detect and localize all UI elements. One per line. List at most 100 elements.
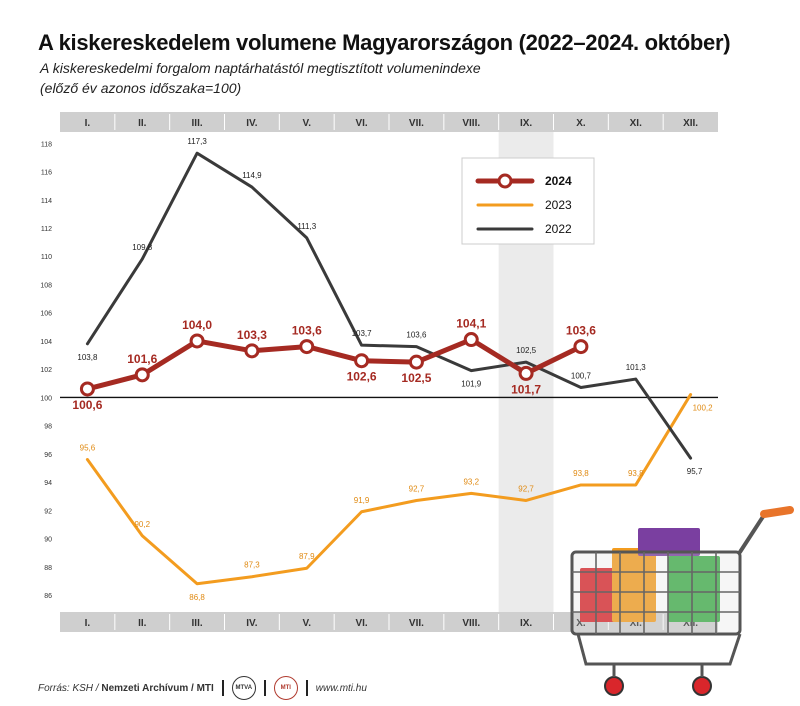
- x-tick-label: VIII.: [462, 118, 480, 129]
- data-label-2023: 87,9: [299, 552, 315, 561]
- x-tick-label: V.: [302, 118, 311, 129]
- data-label-2023: 93,2: [463, 477, 479, 486]
- data-point-2024: [518, 365, 534, 381]
- y-tick-label: 92: [44, 508, 52, 515]
- series-line-2024: [84, 337, 584, 392]
- mtva-logo: MTVA: [231, 676, 256, 700]
- data-label-2022: 101,3: [626, 363, 647, 372]
- footer: Forrás: KSH / Nemzeti Archívum / MTI MTV…: [38, 676, 367, 700]
- x-tick-label: XII.: [683, 618, 698, 629]
- x-tick-label: IX.: [520, 618, 532, 629]
- cart-frame: [576, 633, 742, 666]
- x-tick-label: III.: [192, 618, 203, 629]
- data-label-2024: 104,0: [182, 318, 212, 332]
- chart-title: A kiskereskedelem volumene Magyarországo…: [38, 30, 731, 55]
- y-tick-label: 116: [41, 170, 52, 177]
- data-label-2023: 92,7: [409, 484, 425, 493]
- y-tick-label: 118: [41, 141, 52, 148]
- purple-box: [638, 528, 700, 556]
- x-tick-label: I.: [85, 118, 91, 129]
- x-tick-label: II.: [138, 118, 147, 129]
- data-label-2022: 102,5: [516, 346, 537, 355]
- data-label-2024: 103,6: [566, 324, 596, 338]
- data-label-2023: 93,8: [628, 469, 644, 478]
- data-point-2024: [189, 333, 205, 349]
- data-point-2024: [463, 332, 479, 348]
- x-tick-label: VIII.: [462, 618, 480, 629]
- legend-label-2022: 2022: [545, 222, 572, 236]
- data-label-2024: 103,3: [237, 328, 267, 342]
- y-tick-label: 110: [41, 254, 52, 261]
- data-label-2024: 104,1: [456, 317, 486, 331]
- chart-subtitle: A kiskereskedelmi forgalom naptárhatástó…: [40, 60, 481, 76]
- data-label-2024: 102,6: [347, 370, 377, 384]
- data-point-2024: [299, 339, 315, 355]
- data-label-2024: 103,6: [292, 324, 322, 338]
- data-label-2023: 90,2: [134, 520, 150, 529]
- y-tick-label: 98: [44, 424, 52, 431]
- chart-legend: 2024 2023 2022: [461, 157, 595, 245]
- legend-box: [461, 157, 595, 245]
- data-label-2024: 101,6: [127, 352, 157, 366]
- source-text: Forrás: KSH / Nemzeti Archívum / MTI: [38, 682, 214, 694]
- x-tick-label: X.: [576, 118, 586, 129]
- y-tick-label: 112: [41, 226, 52, 233]
- x-tick-label: III.: [192, 118, 203, 129]
- data-label-2022: 114,9: [242, 171, 262, 180]
- y-tick-label: 106: [40, 311, 52, 318]
- footer-separator: [221, 680, 224, 696]
- x-tick-label: XI.: [630, 118, 642, 129]
- data-label-2024: 102,5: [401, 371, 431, 385]
- data-label-2024: 100,6: [72, 398, 102, 412]
- cart-handle-grip: [760, 506, 794, 518]
- data-point-2024: [408, 354, 424, 370]
- x-tick-label: XI.: [630, 618, 642, 629]
- data-label-2023: 91,9: [354, 496, 370, 505]
- y-tick-label: 100: [40, 395, 52, 402]
- mti-logo: MTI: [273, 676, 298, 700]
- data-label-2023: 93,8: [573, 469, 589, 478]
- y-tick-label: 108: [40, 282, 52, 289]
- data-label-2022: 111,3: [297, 222, 316, 231]
- data-label-2022: 103,6: [406, 331, 427, 340]
- x-tick-label: XII.: [683, 118, 698, 129]
- cart-basket: [570, 550, 742, 636]
- y-tick-label: 104: [40, 339, 52, 346]
- x-tick-label: V.: [302, 618, 311, 629]
- data-label-2022: 103,7: [352, 329, 373, 338]
- y-tick-label: 114: [41, 198, 52, 205]
- series-line-2022: [85, 151, 693, 460]
- cart-handle-bar: [738, 510, 788, 554]
- series-line-2023: [85, 393, 693, 586]
- data-label-2023: 95,6: [80, 444, 96, 453]
- x-tick-label: II.: [138, 618, 147, 629]
- x-tick-label: VII.: [409, 118, 424, 129]
- data-point-2024: [134, 367, 150, 383]
- y-tick-label: 86: [44, 593, 52, 600]
- data-label-2022: 95,7: [687, 467, 703, 476]
- data-point-2024: [573, 339, 589, 355]
- footer-separator: [263, 680, 266, 696]
- data-label-2024: 101,7: [511, 382, 541, 396]
- data-label-2023: 92,7: [518, 484, 534, 493]
- y-tick-label: 90: [44, 537, 52, 544]
- x-tick-label: IV.: [246, 118, 258, 129]
- y-tick-label: 96: [44, 452, 52, 459]
- data-point-2024: [79, 381, 95, 397]
- x-tick-label: IX.: [520, 118, 532, 129]
- x-tick-label: VI.: [355, 618, 367, 629]
- x-tick-label: I.: [85, 618, 91, 629]
- data-label-2023: 87,3: [244, 561, 260, 570]
- data-label-2022: 101,9: [461, 380, 482, 389]
- legend-label-2023: 2023: [545, 198, 572, 212]
- data-label-2022: 117,3: [187, 137, 207, 146]
- cart-wheel: [604, 676, 624, 696]
- data-label-2023: 100,2: [693, 404, 714, 413]
- x-tick-label: VII.: [409, 618, 424, 629]
- x-tick-label: X.: [576, 618, 586, 629]
- website-link[interactable]: www.mti.hu: [315, 682, 367, 694]
- shopping-cart-illustration: [570, 506, 794, 696]
- y-tick-label: 88: [44, 565, 52, 572]
- data-label-2022: 100,7: [571, 372, 592, 381]
